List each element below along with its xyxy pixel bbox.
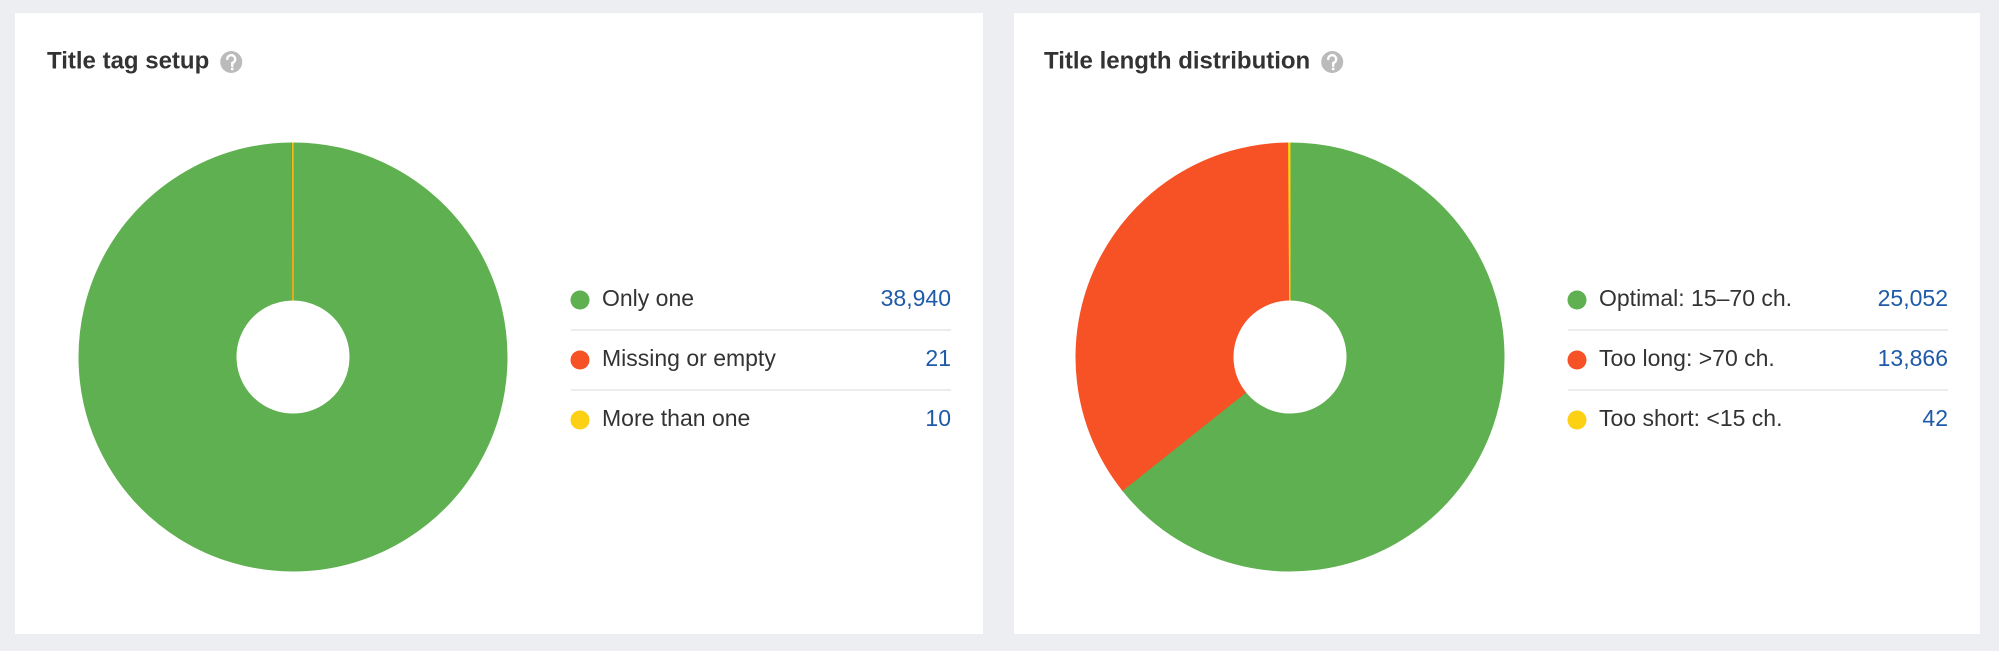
legend-marker — [1567, 350, 1587, 370]
legend-marker — [570, 410, 590, 430]
legend-value[interactable]: 13,866 — [1878, 345, 1948, 371]
legend-label: Too short: <15 ch. — [1599, 405, 1782, 431]
help-icon-dot — [230, 67, 234, 71]
card-title: Title tag setup — [47, 47, 209, 74]
help-icon[interactable] — [1321, 51, 1344, 73]
legend-value[interactable]: 42 — [1922, 405, 1948, 431]
pie-slice — [1075, 142, 1291, 491]
legend-marker — [1567, 290, 1587, 310]
legend-label: Too long: >70 ch. — [1599, 345, 1775, 371]
legend-marker — [1567, 410, 1587, 430]
help-icon[interactable] — [220, 51, 243, 73]
pie-slice — [78, 142, 508, 572]
legend-marker — [570, 350, 590, 370]
legend-label: Optimal: 15–70 ch. — [1599, 285, 1792, 311]
legend-label: Only one — [602, 285, 694, 311]
legend-value[interactable]: 10 — [925, 405, 951, 431]
legend-marker — [570, 290, 590, 310]
help-icon-dot — [1331, 67, 1335, 71]
legend-value[interactable]: 21 — [925, 345, 951, 371]
legend-value[interactable]: 38,940 — [881, 285, 951, 311]
pie-slice — [1288, 142, 1291, 301]
help-icon-glyph — [226, 53, 237, 68]
card-title: Title length distribution — [1044, 47, 1310, 74]
help-icon-glyph — [1327, 53, 1338, 68]
legend-label: More than one — [602, 405, 750, 431]
pie-slice — [1121, 142, 1505, 572]
legend-value[interactable]: 25,052 — [1878, 285, 1948, 311]
legend-label: Missing or empty — [602, 345, 776, 371]
